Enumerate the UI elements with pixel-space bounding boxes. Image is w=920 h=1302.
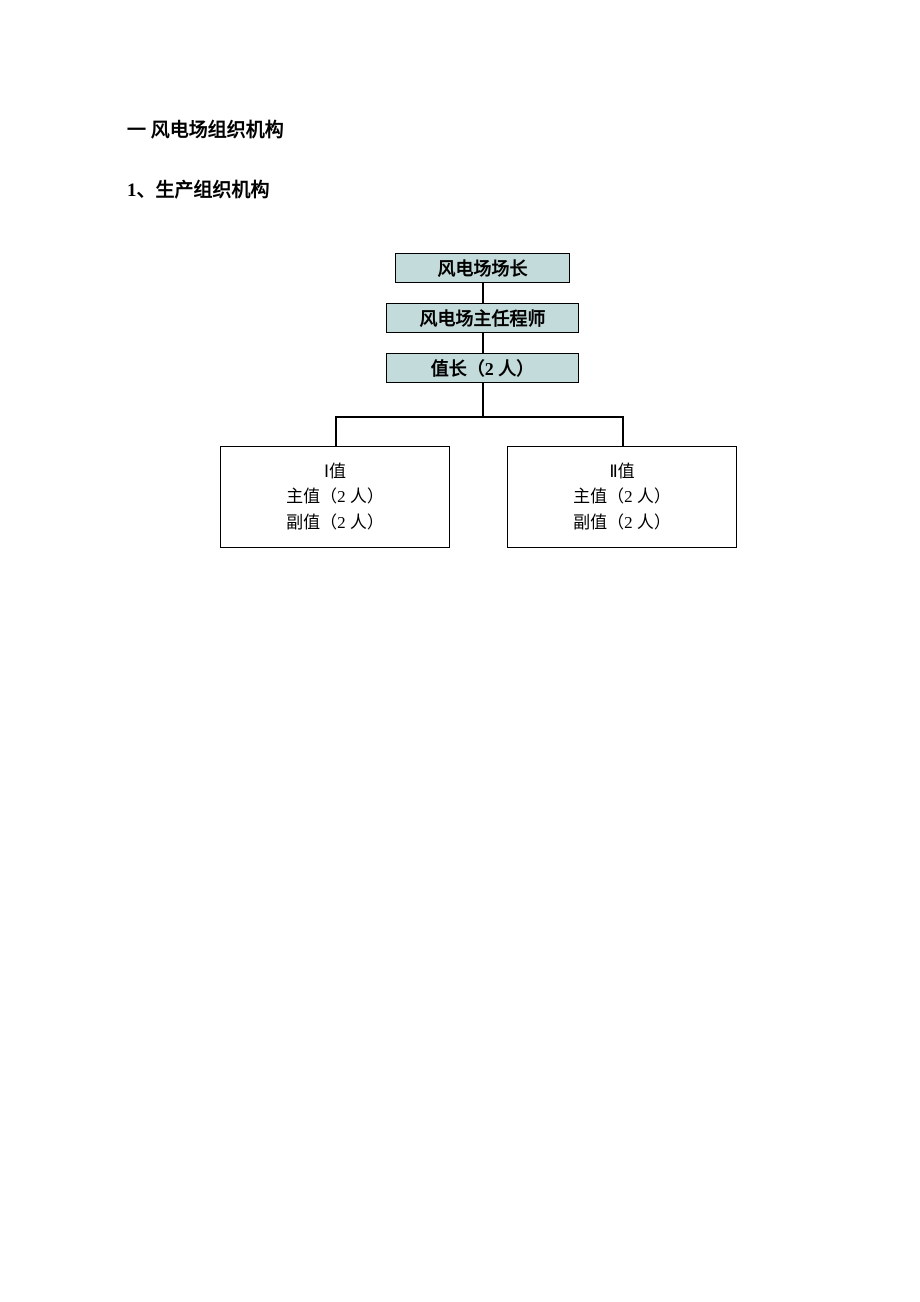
connector-3 [482, 383, 484, 416]
node-shift-2-line2: 主值（2 人） [573, 484, 671, 510]
subsection-heading: 1、生产组织机构 [127, 175, 270, 202]
node-shift-1: Ⅰ值 主值（2 人） 副值（2 人） [220, 446, 450, 548]
node-chief-engineer: 风电场主任程师 [386, 303, 579, 333]
node-director-label: 风电场场长 [438, 255, 528, 281]
node-chief-engineer-label: 风电场主任程师 [420, 305, 546, 331]
node-shift-2-title: Ⅱ值 [609, 459, 634, 485]
connector-6 [622, 416, 624, 446]
node-shift-1-line3: 副值（2 人） [286, 510, 384, 536]
connector-1 [482, 283, 484, 303]
node-shift-1-line2: 主值（2 人） [286, 484, 384, 510]
connector-5 [335, 416, 337, 446]
node-shift-leader: 值长（2 人） [386, 353, 579, 383]
section-heading: 一 风电场组织机构 [127, 115, 284, 142]
node-shift-2-line3: 副值（2 人） [573, 510, 671, 536]
org-chart-diagram: 风电场场长 风电场主任程师 值长（2 人） Ⅰ值 主值（2 人） 副值（2 人）… [220, 253, 780, 563]
connector-2 [482, 333, 484, 353]
node-shift-2: Ⅱ值 主值（2 人） 副值（2 人） [507, 446, 737, 548]
node-shift-1-title: Ⅰ值 [324, 459, 346, 485]
node-shift-leader-label: 值长（2 人） [431, 355, 535, 381]
node-director: 风电场场长 [395, 253, 570, 283]
connector-4 [335, 416, 623, 418]
